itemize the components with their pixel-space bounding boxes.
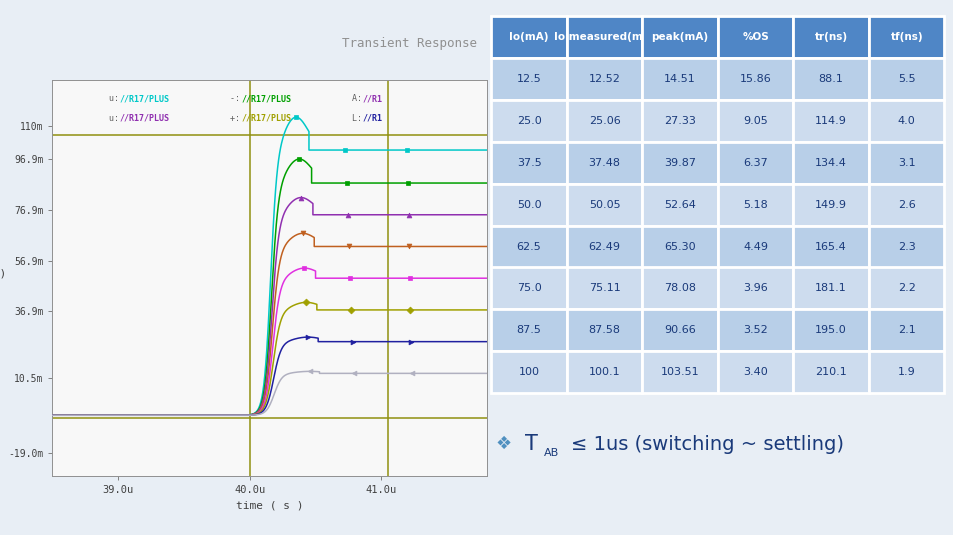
Text: A:: A: (352, 94, 367, 103)
Text: u:: u: (109, 94, 124, 103)
Text: T: T (525, 434, 537, 454)
Text: u:: u: (109, 114, 124, 123)
Text: L:: L: (352, 114, 367, 123)
Text: //R17/PLUS: //R17/PLUS (120, 114, 170, 123)
Text: //R1: //R1 (362, 114, 382, 123)
Text: AB: AB (543, 448, 558, 457)
Text: //R17/PLUS: //R17/PLUS (241, 114, 291, 123)
Y-axis label: (A): (A) (0, 268, 8, 278)
Text: //R1: //R1 (362, 94, 382, 103)
Text: Transient Response: Transient Response (341, 37, 476, 50)
Text: //R17/PLUS: //R17/PLUS (120, 94, 170, 103)
X-axis label: time ( s ): time ( s ) (235, 501, 303, 511)
Text: ❖: ❖ (496, 435, 512, 453)
Text: ≤ 1us (switching ~ settling): ≤ 1us (switching ~ settling) (570, 434, 842, 454)
Text: //R17/PLUS: //R17/PLUS (241, 94, 291, 103)
Text: +:: +: (231, 114, 245, 123)
Text: -:: -: (231, 94, 245, 103)
